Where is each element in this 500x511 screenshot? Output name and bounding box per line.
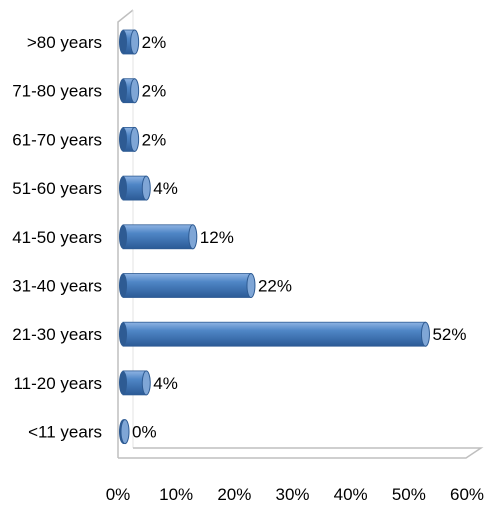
- data-label: 12%: [200, 228, 234, 247]
- bar: [119, 370, 151, 396]
- x-tick-label: 20%: [217, 485, 251, 504]
- bar-cap-left: [119, 224, 127, 249]
- bar-cap-left: [119, 30, 127, 54]
- bar-cap-right: [246, 273, 256, 298]
- chart-labels: 0% 10% 20% 30% 40% 50% 60% >80 years 2% 71-80 yea…: [12, 33, 484, 504]
- category-label: 61-70 years: [12, 130, 102, 149]
- bar: [119, 29, 140, 55]
- bar-cap-right: [130, 78, 140, 104]
- bar-cap-left: [119, 322, 127, 347]
- category-label: 51-60 years: [12, 179, 102, 198]
- data-label: 0%: [132, 423, 157, 442]
- bar-cap-right: [130, 126, 140, 152]
- floor-edge: [118, 447, 484, 459]
- bar-body: [122, 321, 426, 347]
- bar: [119, 78, 140, 104]
- bar: [119, 224, 198, 250]
- data-label: 2%: [142, 82, 167, 101]
- x-tick-label: 50%: [392, 485, 426, 504]
- data-label: 2%: [142, 130, 167, 149]
- category-label: 31-40 years: [12, 277, 102, 296]
- category-label: 11-20 years: [13, 374, 102, 393]
- back-wall-edge: [117, 9, 134, 458]
- x-tick-label: 0%: [106, 485, 131, 504]
- data-label: 2%: [142, 33, 167, 52]
- data-label: 22%: [258, 277, 292, 296]
- x-tick-label: 10%: [159, 485, 193, 504]
- x-tick-label: 60%: [450, 485, 484, 504]
- bar: [119, 175, 151, 201]
- category-label: 41-50 years: [12, 228, 102, 247]
- bar-cap-right: [141, 370, 151, 396]
- bar-cap-right: [141, 175, 151, 201]
- data-label: 4%: [153, 374, 178, 393]
- bar: [119, 273, 256, 298]
- bar-cap-left: [119, 78, 127, 103]
- data-label: 4%: [153, 179, 178, 198]
- data-label: 52%: [432, 325, 466, 344]
- bar-cap-left: [119, 370, 127, 395]
- bar-cap-right: [120, 419, 130, 445]
- bar-cap-left: [119, 127, 127, 152]
- bar-body: [122, 224, 194, 250]
- category-label: 21-30 years: [12, 325, 102, 344]
- category-label: 71-80 years: [12, 82, 102, 101]
- chart-bars: [119, 29, 430, 445]
- bar-body: [122, 273, 252, 298]
- bar: [119, 419, 130, 445]
- bar-cap-left: [119, 273, 127, 298]
- bar-cap-left: [119, 176, 127, 201]
- x-tick-label: 40%: [334, 485, 368, 504]
- category-label: <11 years: [28, 423, 102, 442]
- bar-cap-right: [188, 224, 198, 250]
- bar-cap-right: [130, 29, 140, 55]
- bar: [119, 126, 140, 152]
- x-tick-label: 30%: [275, 485, 309, 504]
- bar-cap-right: [420, 321, 430, 347]
- category-label: >80 years: [27, 33, 102, 52]
- bar: [119, 321, 430, 347]
